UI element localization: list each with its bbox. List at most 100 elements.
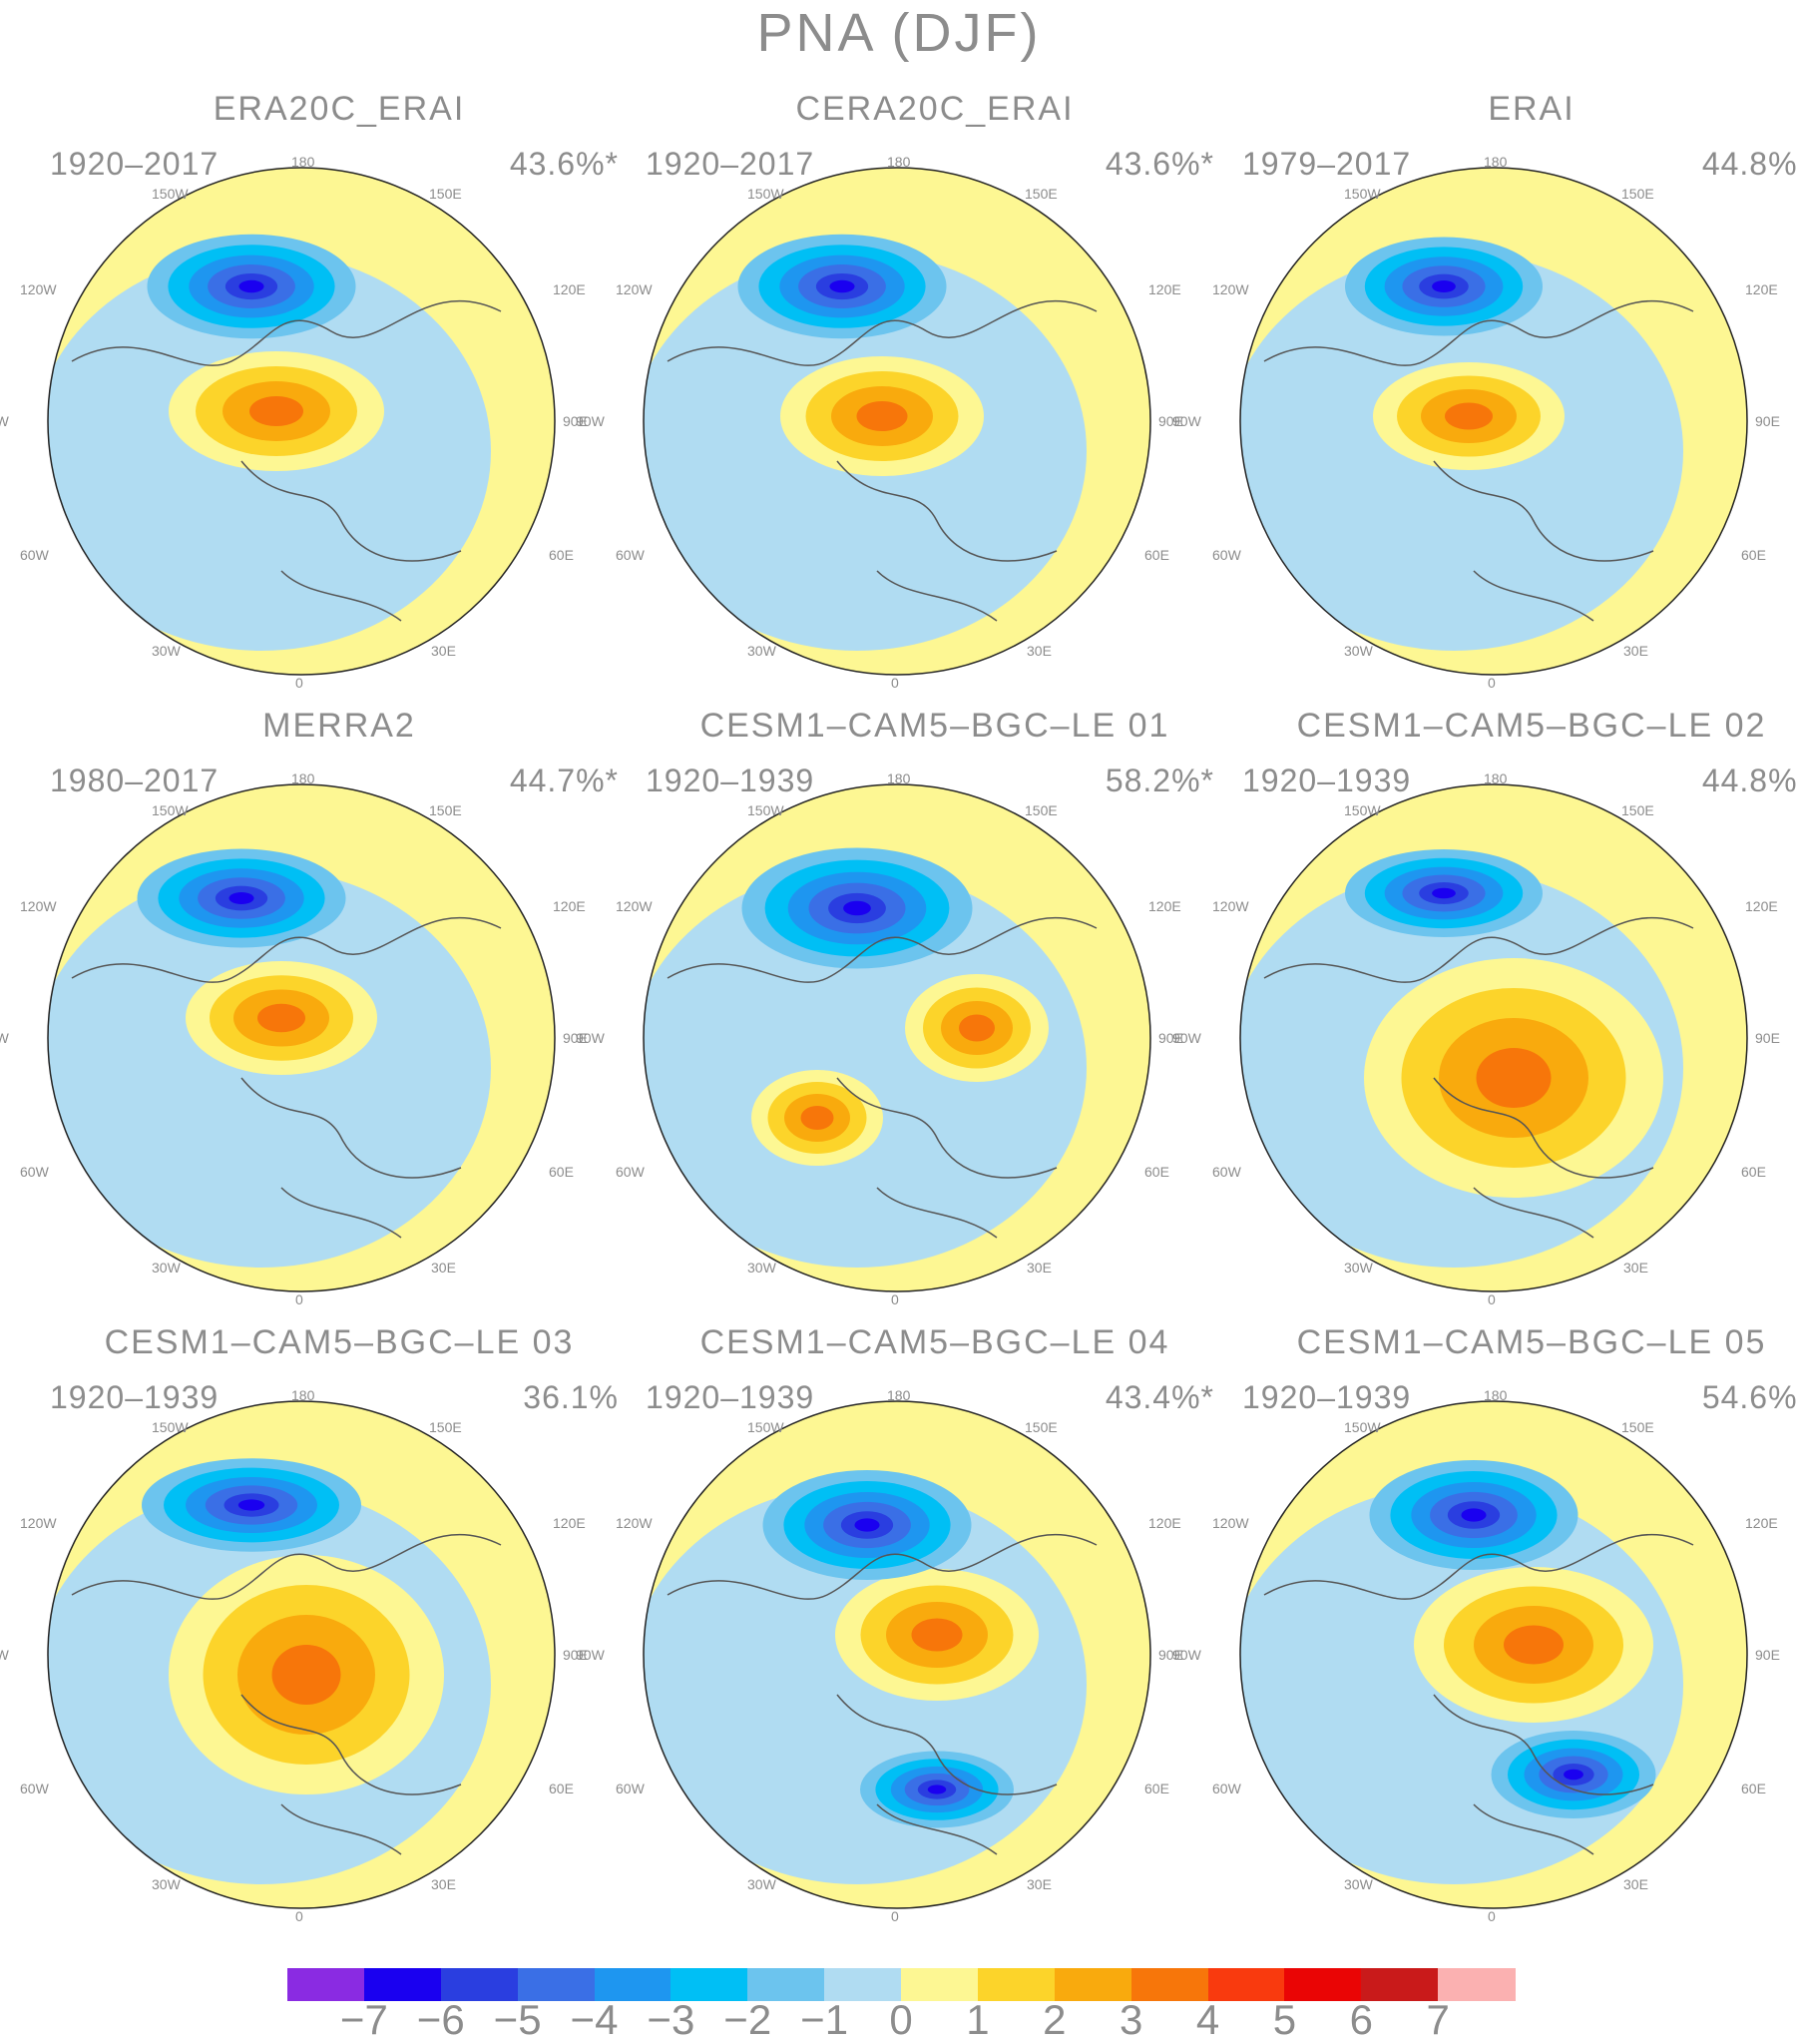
longitude-label: 180 [887,770,911,786]
longitude-label: 120E [1148,898,1181,914]
map-panel: MERRA2 1980–2017 44.7%* 180 150W 150E 120W 120E… [0,707,639,1325]
longitude-label: 0 [295,1291,303,1307]
positive-contour [271,1645,341,1705]
colorbar-swatch [1054,1968,1132,2001]
panel-title: CESM1–CAM5–BGC–LE 04 [699,1323,1170,1361]
longitude-label: 30W [747,1876,776,1892]
colorbar-swatch [517,1968,595,2001]
longitude-label: 60W [1212,1781,1241,1796]
longitude-label: 60E [1741,547,1766,563]
panel-title: ERA20C_ERAI [213,90,466,128]
colorbar-swatch [671,1968,748,2001]
polar-map [643,1400,1151,1909]
positive-contour [1445,402,1493,430]
longitude-label: 150W [747,1419,784,1435]
positive-contour [959,1014,995,1042]
colorbar-tick-label: −7 [339,1996,388,2043]
longitude-label: 180 [887,154,911,170]
panel-title: CESM1–CAM5–BGC–LE 03 [104,1323,575,1361]
longitude-label: 0 [1488,675,1496,691]
polar-map [1239,783,1748,1292]
longitude-label: 30W [747,1260,776,1276]
longitude-label: 30E [1027,1876,1052,1892]
colorbar-tick-label: 6 [1349,1996,1373,2043]
longitude-label: 150E [429,802,462,818]
panel-percent: 43.4%* [1105,1379,1214,1415]
panel-title: CESM1–CAM5–BGC–LE 05 [1296,1323,1767,1361]
polar-map [47,167,556,676]
longitude-label: 60E [1144,1781,1169,1796]
longitude-label: 30E [1623,1876,1648,1892]
panel-years: 1920–2017 [646,146,815,182]
longitude-label: 120W [1212,1515,1249,1531]
longitude-label: 0 [891,675,899,691]
longitude-label: 90E [1755,1030,1780,1046]
longitude-label: 150W [152,186,189,202]
longitude-label: 0 [295,1908,303,1924]
longitude-label: 30W [152,1876,181,1892]
coastline [1263,299,1694,622]
longitude-label: 30W [152,643,181,659]
coastline [71,916,502,1239]
panel-years: 1920–1939 [50,1379,220,1415]
positive-contour [1504,1625,1564,1665]
page-title: PNA (DJF) [756,3,1042,63]
negative-contour [927,1785,947,1794]
colorbar-swatch [824,1968,902,2001]
longitude-label: 120W [616,1515,653,1531]
longitude-label: 60E [1741,1164,1766,1180]
longitude-label: 150E [1621,802,1654,818]
colorbar-tick-label: −6 [416,1996,465,2043]
longitude-label: 90E [563,1030,588,1046]
panel-percent: 58.2%* [1105,763,1214,798]
longitude-label: 90E [563,1647,588,1663]
map-boundary [1239,1400,1748,1909]
polar-map [47,1400,556,1909]
longitude-label: 150E [429,186,462,202]
longitude-label: 90E [1158,1647,1183,1663]
coastline [71,1533,502,1855]
panel-percent: 44.8%* [1701,763,1798,798]
panel-title: CESM1–CAM5–BGC–LE 01 [699,707,1170,745]
panel-years: 1980–2017 [50,763,220,798]
longitude-label: 0 [891,1291,899,1307]
colorbar-tick-label: −2 [723,1996,772,2043]
longitude-label: 0 [1488,1291,1496,1307]
colorbar-tick-label: 5 [1272,1996,1297,2043]
longitude-label: 30W [747,643,776,659]
longitude-label: 120W [616,281,653,297]
colorbar-tick-label: −1 [800,1996,849,2043]
polar-map [47,783,556,1292]
longitude-label: 150E [429,1419,462,1435]
panel-percent: 43.6%* [509,146,619,182]
map-boundary [47,167,556,676]
colorbar [287,1968,1516,2001]
longitude-label: 180 [1484,1387,1508,1403]
longitude-label: 150W [152,802,189,818]
map-panel: CESM1–CAM5–BGC–LE 02 1920–1939 44.8%* 180 15… [1172,707,1798,1325]
negative-contour [854,1518,880,1532]
longitude-label: 150E [1025,802,1058,818]
panel-percent: 54.6%* [1701,1379,1798,1415]
longitude-label: 180 [291,154,315,170]
longitude-label: 150W [1344,1419,1381,1435]
longitude-label: 90E [563,413,588,429]
longitude-label: 90W [576,1030,605,1046]
coastline [71,299,502,622]
coastline [667,916,1098,1239]
longitude-label: 90W [576,1647,605,1663]
positive-contour [800,1106,834,1130]
longitude-label: 30E [1027,1260,1052,1276]
map-boundary [47,783,556,1292]
longitude-label: 60W [616,1164,645,1180]
panel-percent: 36.1% [523,1379,619,1415]
map-boundary [643,1400,1151,1909]
positive-contour [257,1003,305,1033]
map-boundary [643,167,1151,676]
longitude-label: 120E [553,1515,586,1531]
longitude-label: 60E [549,1781,574,1796]
longitude-label: 30W [1344,1876,1373,1892]
colorbar-swatch [287,1968,365,2001]
coastline [667,1533,1098,1855]
panel-percent: 43.6%* [1105,146,1214,182]
